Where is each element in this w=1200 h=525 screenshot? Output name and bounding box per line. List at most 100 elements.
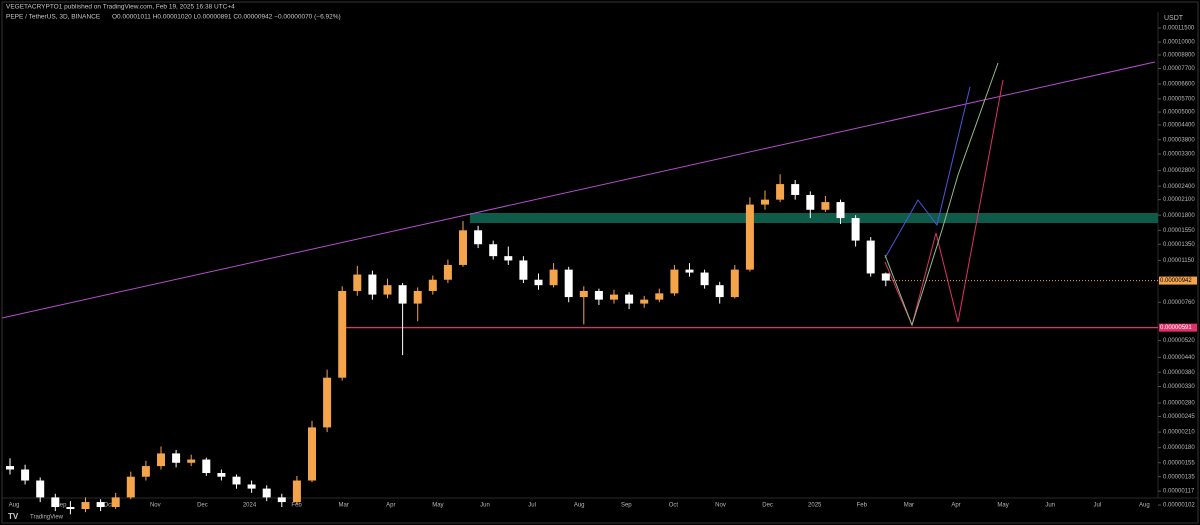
ohlc: O0.00001011 H0.00001020 L0.00000891 C0.0… [112,14,341,21]
y-tick-label: 0.00000380 [1163,370,1195,376]
candle-body [21,469,30,481]
candle-body [217,473,226,477]
candle-body [700,272,709,286]
y-tick-label: 0.00002100 [1163,197,1195,203]
y-tick-label: 0.00002800 [1163,168,1195,174]
candle-body [791,184,800,195]
y-tick-label: 0.00000102 [1163,503,1195,509]
y-tick-label: 0.00001350 [1163,242,1195,248]
candle-body [368,274,377,295]
y-tick-label: 0.00000245 [1163,414,1195,420]
candle-body [126,476,135,498]
support-label: 0.00000591 [1160,325,1192,331]
candle-body [881,273,890,281]
candle-body [866,240,875,274]
candle-body [51,497,60,507]
y-tick-label: 0.00010000 [1163,40,1195,46]
candle-body [534,279,543,286]
candle-body [579,290,588,298]
support-label-bg [1159,323,1197,332]
x-tick-label: Aug [1139,503,1150,509]
x-tick-label: Dec [197,503,208,509]
x-tick-label: Aug [574,503,585,509]
y-tick-label: 0.00004400 [1163,123,1195,129]
candle-body [594,290,603,300]
resistance-zone [470,213,1158,223]
y-tick-label: 0.00000210 [1163,430,1195,436]
candle-body [247,484,256,489]
projection-red [884,79,1004,327]
candle-body [308,427,316,481]
projection-green [884,62,999,327]
candle-body [474,230,483,245]
y-tick-label: 0.00000155 [1163,460,1195,466]
x-tick-label: Nov [150,503,161,509]
candle-body [851,218,860,241]
x-tick-label: 2025 [808,503,822,509]
candle-body [610,294,618,300]
candle-body [323,377,332,428]
candle-body [443,264,452,280]
publisher: VEGETACRYPTO1 published on TradingView.c… [6,4,235,11]
candle-body [157,453,165,467]
last-price-label: 0.00000942 [1160,278,1192,284]
candle-body [36,480,45,498]
candle-body [459,230,467,265]
candle-body [141,466,150,477]
y-tick-label: 0.00001800 [1163,213,1195,219]
y-tick-label: 0.00000330 [1163,384,1195,390]
candle-body [519,260,528,280]
candle-body [353,274,362,291]
x-tick-label: Apr [951,503,960,509]
candle-body [292,480,301,503]
y-tick-label: 0.00000280 [1163,401,1195,407]
candle-body [202,459,211,474]
x-tick-label: Dec [762,503,773,509]
candle-body [504,256,513,261]
y-tick-label: 0.00008800 [1163,53,1195,59]
x-tick-label: Jul [1093,503,1101,509]
footer-brand: TradingView [30,515,64,521]
y-tick-label: 0.00007700 [1163,66,1195,72]
candle-body [383,285,392,295]
x-tick-label: 2024 [243,503,257,509]
candle-body [745,204,754,270]
y-tick-label: 0.00005700 [1163,96,1195,102]
x-tick-label: Sep [621,503,632,509]
candle-body [549,269,558,286]
candle-body [96,502,105,507]
y-tick-label: 0.00000760 [1163,300,1195,306]
candle-body [66,506,75,510]
trendline [1,61,1156,319]
y-tick-label: 0.00000180 [1163,445,1195,451]
x-tick-label: Jun [480,503,490,509]
candle-body [262,488,271,498]
y-tick-label: 0.00006600 [1163,82,1195,88]
candle-body [715,285,724,298]
y-tick-label: 0.00001150 [1163,258,1195,264]
y-tick-label: 0.00011500 [1163,26,1195,32]
candle-body [655,293,664,300]
candle-body [111,497,120,507]
x-tick-label: May [997,503,1008,509]
x-tick-label: Feb [857,503,868,509]
candle-body [338,290,347,378]
logo: TV [8,512,19,521]
y-tick-label: 0.00000117 [1163,489,1195,495]
x-tick-label: Mar [904,503,914,509]
projection-blue [884,86,971,259]
candle-body [670,269,679,294]
x-tick-label: Apr [386,503,395,509]
x-tick-label: Oct [669,503,679,509]
x-tick-label: Jun [1045,503,1055,509]
candle-body [413,290,422,304]
x-tick-label: May [432,503,443,509]
y-tick-label: 0.00000135 [1163,474,1195,480]
y-tick-label: 0.00000440 [1163,355,1195,361]
y-tick-label: 0.00003300 [1163,152,1195,158]
candle-body [81,502,90,510]
